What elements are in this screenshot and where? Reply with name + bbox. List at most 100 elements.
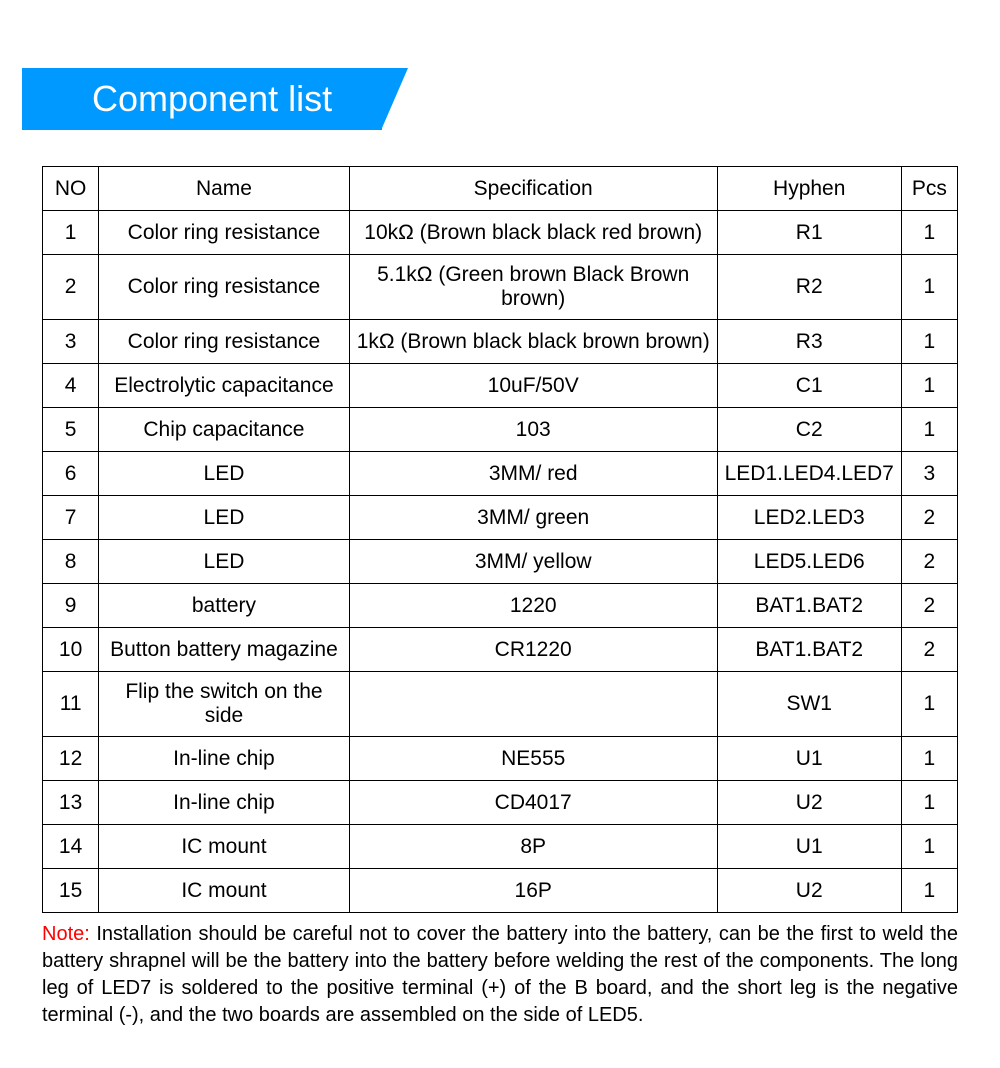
table-cell: LED [99, 540, 349, 584]
table-cell: 1 [901, 869, 957, 913]
table-cell: U1 [717, 737, 901, 781]
table-cell: SW1 [717, 672, 901, 737]
table-cell: 7 [43, 496, 99, 540]
table-row: 14IC mount8PU11 [43, 825, 958, 869]
table-cell: Button battery magazine [99, 628, 349, 672]
table-cell: Chip capacitance [99, 408, 349, 452]
table-cell: 1 [901, 672, 957, 737]
table-cell: 15 [43, 869, 99, 913]
table-cell: 16P [349, 869, 717, 913]
table-cell: 3MM/ yellow [349, 540, 717, 584]
table-cell: 3 [43, 320, 99, 364]
table-cell: In-line chip [99, 781, 349, 825]
table-cell: 1 [901, 211, 957, 255]
table-cell: 1 [901, 825, 957, 869]
table-cell: BAT1.BAT2 [717, 584, 901, 628]
table-cell: 6 [43, 452, 99, 496]
table-cell: 1 [901, 737, 957, 781]
table-cell: CR1220 [349, 628, 717, 672]
table-row: 12In-line chipNE555U11 [43, 737, 958, 781]
table-row: 6LED3MM/ redLED1.LED4.LED73 [43, 452, 958, 496]
table-cell: 14 [43, 825, 99, 869]
table-cell: R1 [717, 211, 901, 255]
table-cell: 1 [901, 320, 957, 364]
table-cell: C1 [717, 364, 901, 408]
table-row: 8LED3MM/ yellowLED5.LED62 [43, 540, 958, 584]
table-cell: Electrolytic capacitance [99, 364, 349, 408]
table-cell [349, 672, 717, 737]
table-cell: 2 [43, 255, 99, 320]
table-cell: R2 [717, 255, 901, 320]
table-cell: 3 [901, 452, 957, 496]
table-row: 10Button battery magazineCR1220BAT1.BAT2… [43, 628, 958, 672]
note-paragraph: Note: Installation should be careful not… [42, 921, 958, 1029]
table-cell: LED5.LED6 [717, 540, 901, 584]
table-cell: IC mount [99, 825, 349, 869]
table-cell: U1 [717, 825, 901, 869]
table-cell: LED2.LED3 [717, 496, 901, 540]
table-cell: NE555 [349, 737, 717, 781]
table-row: 3Color ring resistance1kΩ (Brown black b… [43, 320, 958, 364]
table-row: 13In-line chipCD4017U21 [43, 781, 958, 825]
table-cell: U2 [717, 781, 901, 825]
table-cell: LED1.LED4.LED7 [717, 452, 901, 496]
table-cell: In-line chip [99, 737, 349, 781]
table-row: 1Color ring resistance10kΩ (Brown black … [43, 211, 958, 255]
table-cell: 1 [901, 781, 957, 825]
table-cell: 13 [43, 781, 99, 825]
col-header-spec: Specification [349, 167, 717, 211]
table-cell: 2 [901, 540, 957, 584]
component-table: NO Name Specification Hyphen Pcs 1Color … [42, 166, 958, 913]
table-row: 15IC mount16PU21 [43, 869, 958, 913]
table-cell: 8P [349, 825, 717, 869]
table-cell: 1 [901, 255, 957, 320]
table-cell: Color ring resistance [99, 211, 349, 255]
note-label: Note: [42, 923, 90, 945]
table-cell: Color ring resistance [99, 255, 349, 320]
table-cell: 1220 [349, 584, 717, 628]
table-cell: 9 [43, 584, 99, 628]
table-cell: U2 [717, 869, 901, 913]
table-row: 2Color ring resistance5.1kΩ (Green brown… [43, 255, 958, 320]
table-cell: LED [99, 496, 349, 540]
table-cell: 2 [901, 584, 957, 628]
table-header-row: NO Name Specification Hyphen Pcs [43, 167, 958, 211]
table-cell: 1 [43, 211, 99, 255]
table-cell: 3MM/ red [349, 452, 717, 496]
table-row: 7LED3MM/ greenLED2.LED32 [43, 496, 958, 540]
table-cell: 8 [43, 540, 99, 584]
table-cell: LED [99, 452, 349, 496]
table-cell: 5 [43, 408, 99, 452]
table-cell: R3 [717, 320, 901, 364]
component-table-wrap: NO Name Specification Hyphen Pcs 1Color … [42, 166, 958, 913]
table-cell: BAT1.BAT2 [717, 628, 901, 672]
table-cell: IC mount [99, 869, 349, 913]
table-cell: 11 [43, 672, 99, 737]
table-cell: CD4017 [349, 781, 717, 825]
table-cell: 4 [43, 364, 99, 408]
col-header-pcs: Pcs [901, 167, 957, 211]
table-cell: 1kΩ (Brown black black brown brown) [349, 320, 717, 364]
title-banner: Component list [22, 68, 382, 130]
table-cell: 3MM/ green [349, 496, 717, 540]
table-cell: 1 [901, 364, 957, 408]
table-cell: Color ring resistance [99, 320, 349, 364]
table-row: 4Electrolytic capacitance10uF/50VC11 [43, 364, 958, 408]
table-cell: C2 [717, 408, 901, 452]
table-body: 1Color ring resistance10kΩ (Brown black … [43, 211, 958, 913]
table-cell: 2 [901, 628, 957, 672]
col-header-name: Name [99, 167, 349, 211]
table-cell: 10 [43, 628, 99, 672]
table-cell: 103 [349, 408, 717, 452]
col-header-no: NO [43, 167, 99, 211]
table-cell: 12 [43, 737, 99, 781]
table-cell: 1 [901, 408, 957, 452]
table-cell: 2 [901, 496, 957, 540]
table-cell: battery [99, 584, 349, 628]
note-text: Installation should be careful not to co… [42, 923, 958, 1026]
table-row: 5Chip capacitance103C21 [43, 408, 958, 452]
table-cell: Flip the switch on the side [99, 672, 349, 737]
col-header-hyph: Hyphen [717, 167, 901, 211]
title-banner-wrap: Component list [0, 68, 1000, 130]
table-cell: 5.1kΩ (Green brown Black Brown brown) [349, 255, 717, 320]
